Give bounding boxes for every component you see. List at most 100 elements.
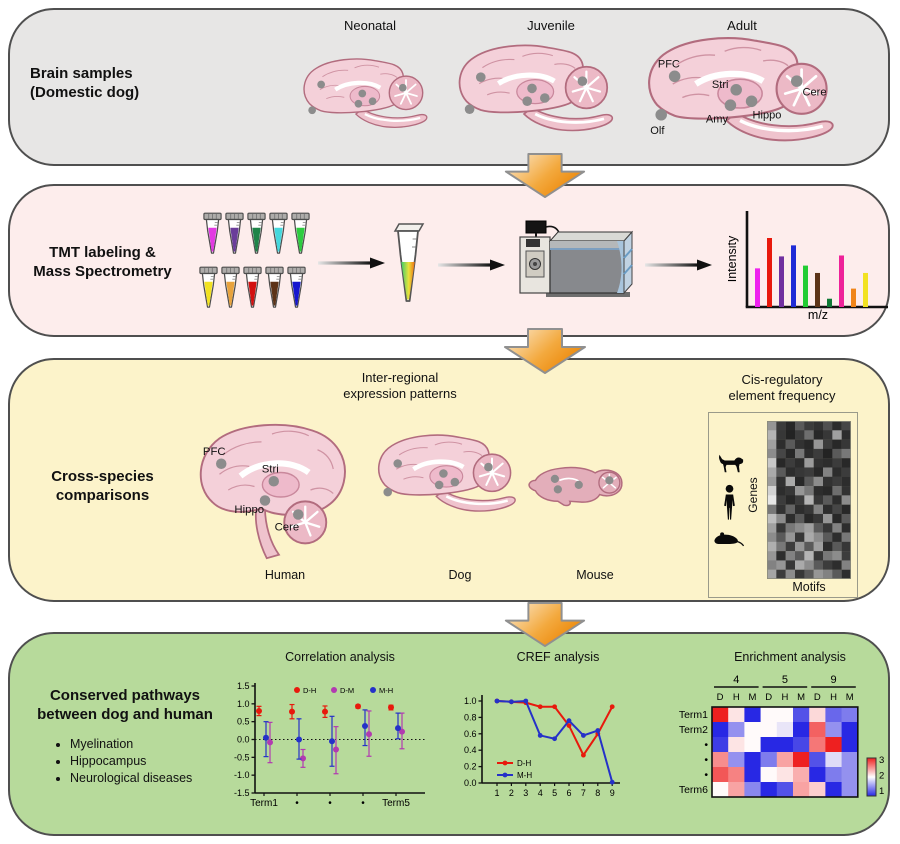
svg-text:0.5: 0.5 xyxy=(237,717,250,727)
human-brain-illustration: PFC Stri Hippo Cere xyxy=(188,420,363,560)
svg-text:1.5: 1.5 xyxy=(237,681,250,691)
sample-tube xyxy=(199,266,218,308)
inter-regional-line2: expression patterns xyxy=(343,386,457,401)
panel-title-tmt: TMT labeling & Mass Spectrometry xyxy=(20,243,185,281)
conserved-bullet-list: Myelination Hippocampus Neurological dis… xyxy=(55,734,192,788)
svg-text:3: 3 xyxy=(879,755,884,766)
sample-tube xyxy=(269,212,288,254)
dog-icon xyxy=(719,454,744,473)
tmt-tubes-row2 xyxy=(198,266,307,310)
svg-text:Term5: Term5 xyxy=(382,798,410,809)
bullet-hippocampus: Hippocampus xyxy=(70,754,192,768)
svg-text:0.0: 0.0 xyxy=(237,735,250,745)
inter-regional-line1: Inter-regional xyxy=(361,370,439,385)
cis-title-line2: element frequency xyxy=(728,388,836,403)
svg-text:-0.5: -0.5 xyxy=(234,752,250,762)
svg-text:5: 5 xyxy=(782,674,788,686)
mass-spectrometer-illustration xyxy=(519,220,634,297)
sample-tube xyxy=(243,266,262,308)
cref-chart: 1.0 0.8 0.6 0.4 0.2 0.0 1 2 3 4 5 6 7 8 9 D-H M-H xyxy=(450,670,650,825)
svg-text:Term1: Term1 xyxy=(250,798,278,809)
panel-title-conserved: Conserved pathways between dog and human xyxy=(15,686,235,724)
svg-text:m/z: m/z xyxy=(808,308,828,321)
correlation-chart: 1.5 1.0 0.5 0.0 -0.5 -1.0 -1.5 Term1 • • • Term5 D-H… xyxy=(233,670,443,825)
svg-text:0.8: 0.8 xyxy=(464,712,477,722)
cis-regulatory-title: Cis-regulatory element frequency xyxy=(692,372,872,404)
svg-text:8: 8 xyxy=(595,788,600,798)
svg-text:1.0: 1.0 xyxy=(237,699,250,709)
bullet-myelination: Myelination xyxy=(70,737,192,751)
svg-text:3: 3 xyxy=(523,788,528,798)
svg-text:4: 4 xyxy=(538,788,543,798)
panel-conserved-pathways: Conserved pathways between dog and human… xyxy=(8,632,890,836)
svg-text:•: • xyxy=(295,798,299,809)
svg-text:M: M xyxy=(797,692,805,703)
svg-text:D-H: D-H xyxy=(303,686,316,695)
region-label-pfc: PFC xyxy=(203,446,226,458)
species-label-dog: Dog xyxy=(448,568,472,582)
panel-title-line2: comparisons xyxy=(55,487,150,504)
region-label-hippo: Hippo xyxy=(234,504,264,516)
svg-text:•: • xyxy=(361,798,365,809)
dog-brain-illustration xyxy=(372,432,522,525)
species-label-human: Human xyxy=(264,568,306,582)
svg-text:2: 2 xyxy=(879,771,884,782)
cis-regulatory-box: Genes Motifs xyxy=(708,412,858,598)
panel-brain-samples: Brain samples (Domestic dog) Neonatal Ju… xyxy=(8,8,890,166)
region-label-amy: Amy xyxy=(706,113,729,125)
arrow-right-icon xyxy=(438,259,505,271)
svg-text:9: 9 xyxy=(830,674,836,686)
svg-text:D-M: D-M xyxy=(340,686,354,695)
age-label-juvenile: Juvenile xyxy=(527,18,575,33)
panel-title-line2: Mass Spectrometry xyxy=(33,263,172,280)
sample-tube xyxy=(287,266,306,308)
genes-axis-label: Genes xyxy=(746,477,760,513)
svg-text:Term2: Term2 xyxy=(679,724,708,736)
panel-title-brain-samples: Brain samples (Domestic dog) xyxy=(30,64,160,102)
panel-title-line2: between dog and human xyxy=(37,706,213,723)
ms-spectrum-chart: Intensity m/z xyxy=(725,203,893,326)
sample-tube xyxy=(225,212,244,254)
svg-text:M: M xyxy=(749,692,757,703)
svg-text:H: H xyxy=(781,692,788,703)
svg-text:•: • xyxy=(704,769,708,781)
species-label-mouse: Mouse xyxy=(576,568,614,582)
svg-text:-1.5: -1.5 xyxy=(234,788,250,798)
svg-text:6: 6 xyxy=(566,788,571,798)
region-label-olf: Olf xyxy=(650,125,665,137)
panel-title-line1: Brain samples xyxy=(30,65,133,82)
mouse-brain-illustration xyxy=(528,466,623,507)
sample-tube xyxy=(203,212,222,254)
enrichment-chart: 4 5 9 D H M D H M D H M Term1 Term2 • • • Term6 3 2 1 xyxy=(664,666,899,827)
svg-text:0.4: 0.4 xyxy=(464,745,477,755)
svg-text:D: D xyxy=(814,692,821,703)
sample-tube xyxy=(291,212,310,254)
sample-tube xyxy=(221,266,240,308)
panel-cross-species: Cross-species comparisons Inter-regional… xyxy=(8,358,890,602)
svg-text:Intensity: Intensity xyxy=(728,235,739,282)
motifs-axis-label: Motifs xyxy=(792,580,826,594)
arrow-right-icon xyxy=(645,259,712,271)
svg-text:0.2: 0.2 xyxy=(464,762,477,772)
human-icon xyxy=(724,484,735,520)
panel-title-cross-species: Cross-species comparisons xyxy=(25,467,180,505)
svg-text:D-H: D-H xyxy=(517,759,531,768)
arrow-right-icon xyxy=(318,257,385,269)
enrichment-chart-title: Enrichment analysis xyxy=(734,650,846,664)
svg-text:1: 1 xyxy=(494,788,499,798)
flow-arrow-down-icon xyxy=(504,602,586,647)
svg-text:7: 7 xyxy=(581,788,586,798)
inter-regional-title: Inter-regional expression patterns xyxy=(295,370,505,402)
panel-title-line1: Conserved pathways xyxy=(49,687,201,704)
svg-text:9: 9 xyxy=(610,788,615,798)
svg-text:4: 4 xyxy=(733,674,739,686)
svg-text:D: D xyxy=(765,692,772,703)
svg-text:M-H: M-H xyxy=(517,771,532,780)
region-label-stri: Stri xyxy=(712,79,729,91)
region-label-pfc: PFC xyxy=(658,59,680,71)
region-label-hippo: Hippo xyxy=(753,110,782,122)
pooled-sample-tube xyxy=(393,223,425,302)
region-label-cere: Cere xyxy=(275,521,300,533)
panel-title-line1: TMT labeling & xyxy=(49,244,156,261)
svg-text:-1.0: -1.0 xyxy=(234,770,250,780)
